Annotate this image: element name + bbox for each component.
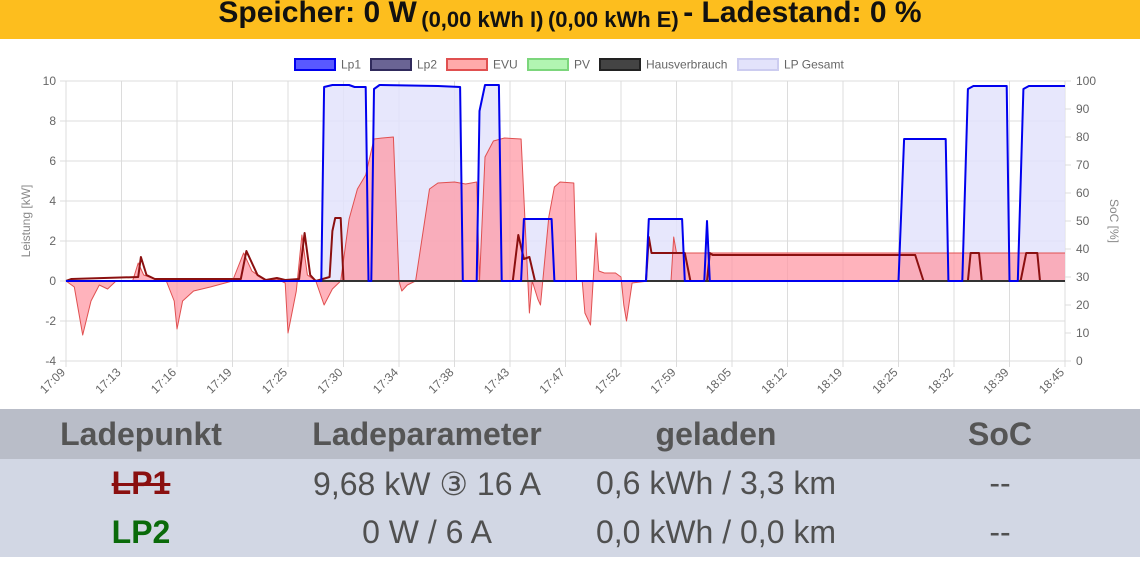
legend-label: Hausverbrauch <box>646 58 727 72</box>
chart-series <box>65 84 1065 336</box>
y-tick-label: 4 <box>49 194 56 208</box>
legend-label: Lp2 <box>417 58 437 72</box>
y2-tick-label: 80 <box>1076 130 1090 144</box>
y2-tick-label: 40 <box>1076 242 1090 256</box>
x-tick-label: 17:38 <box>425 365 456 396</box>
y2-tick-label: 30 <box>1076 270 1090 284</box>
x-tick-label: 17:16 <box>148 365 179 396</box>
x-tick-label: 17:47 <box>536 365 567 396</box>
legend-label: EVU <box>493 58 518 72</box>
storage-import: (0,00 kWh I) <box>421 6 544 32</box>
lp1-soc: -- <box>989 465 1011 501</box>
legend-item-lp1[interactable]: Lp1 <box>294 58 361 72</box>
x-tick-label: 17:52 <box>592 365 623 396</box>
storage-export: (0,00 kWh E) <box>547 6 679 32</box>
legend-label: PV <box>574 58 590 72</box>
lp1-charged: 0,6 kWh / 3,3 km <box>595 465 837 501</box>
lp2-charged: 0,0 kWh / 0,0 km <box>595 514 837 550</box>
legend-item-hausverbrauch[interactable]: Hausverbrauch <box>599 58 727 72</box>
x-tick-label: 17:43 <box>481 365 512 396</box>
series-area-evu <box>66 137 1065 335</box>
chart-legend: Lp1 Lp2 EVU PV Hausverbrauch LP Gesamt <box>294 58 844 72</box>
header-geladen: geladen <box>655 415 777 452</box>
legend-item-lp2[interactable]: Lp2 <box>370 58 437 72</box>
storage-power: Speicher: 0 W <box>218 0 417 29</box>
y2-tick-label: 100 <box>1076 74 1096 88</box>
legend-swatch <box>527 58 569 71</box>
y-tick-label: -4 <box>45 354 56 368</box>
y-tick-label: -2 <box>45 314 56 328</box>
x-tick-label: 18:45 <box>1036 365 1067 396</box>
lp1-param: 9,68 kW ③ 16 A <box>313 465 541 502</box>
legend-swatch <box>294 58 336 71</box>
legend-swatch <box>737 58 779 71</box>
storage-soc: - Ladestand: 0 % <box>683 0 922 29</box>
header-ladepunkt: Ladepunkt <box>60 415 222 452</box>
x-tick-label: 18:19 <box>814 365 845 396</box>
series-line-lp2 <box>65 217 1065 282</box>
x-tick-label: 17:13 <box>92 365 123 396</box>
table-header-row: Ladepunkt Ladeparameter geladen SoC <box>0 409 1140 459</box>
legend-swatch <box>599 58 641 71</box>
lp2-name-cell[interactable]: LP2 <box>0 508 282 557</box>
x-tick-label: 17:30 <box>314 365 345 396</box>
table-row-lp2: LP2 0 W / 6 A 0,0 kWh / 0,0 km -- <box>0 508 1140 557</box>
y2-tick-label: 60 <box>1076 186 1090 200</box>
y-axis-title: Leistung [kW] <box>19 185 33 258</box>
x-tick-label: 18:12 <box>758 365 789 396</box>
legend-swatch <box>446 58 488 71</box>
y2-axis-title: SoC [%] <box>1107 199 1121 243</box>
x-tick-label: 17:34 <box>370 365 401 396</box>
lp1-name[interactable]: LP1 <box>111 465 171 501</box>
legend-item-lp-gesamt[interactable]: LP Gesamt <box>737 58 844 72</box>
table-row-lp1: LP1 9,68 kW ③ 16 A 0,6 kWh / 3,3 km -- <box>0 459 1140 508</box>
header-ladeparameter: Ladeparameter <box>312 415 542 452</box>
y-tick-label: 6 <box>49 154 56 168</box>
y2-tick-label: 90 <box>1076 102 1090 116</box>
legend-item-pv[interactable]: PV <box>527 58 590 72</box>
legend-label: Lp1 <box>341 58 361 72</box>
series-line-lp1 <box>66 84 1065 282</box>
y2-tick-label: 70 <box>1076 158 1090 172</box>
y-tick-label: 8 <box>49 114 56 128</box>
y2-tick-label: 10 <box>1076 326 1090 340</box>
x-tick-label: 17:19 <box>203 365 234 396</box>
lp2-soc: -- <box>989 514 1011 550</box>
x-tick-label: 17:09 <box>37 365 68 396</box>
power-chart: Lp1 Lp2 EVU PV Hausverbrauch LP Gesamt 10 8 6 4 2… <box>0 39 1140 409</box>
lp2-param: 0 W / 6 A <box>362 514 492 550</box>
lp2-name[interactable]: LP2 <box>111 514 171 550</box>
x-tick-label: 17:25 <box>259 365 290 396</box>
header-soc: SoC <box>968 415 1032 452</box>
x-tick-label: 18:25 <box>869 365 900 396</box>
x-tick-label: 17:59 <box>647 365 678 396</box>
y-tick-label: 2 <box>49 234 56 248</box>
x-tick-label: 18:32 <box>925 365 956 396</box>
y2-tick-label: 20 <box>1076 298 1090 312</box>
power-chart-svg: Lp1 Lp2 EVU PV Hausverbrauch LP Gesamt 10 8 6 4 2… <box>19 58 1121 397</box>
x-tick-label: 18:39 <box>980 365 1011 396</box>
y2-tick-label: 0 <box>1076 354 1083 368</box>
storage-status-banner: Speicher: 0 W (0,00 kWh I) (0,00 kWh E) … <box>0 0 1140 39</box>
x-tick-label: 18:05 <box>703 365 734 396</box>
legend-label: LP Gesamt <box>784 58 844 72</box>
legend-swatch <box>370 58 412 71</box>
lp1-name-cell[interactable]: LP1 <box>0 459 282 508</box>
legend-item-evu[interactable]: EVU <box>446 58 518 72</box>
charge-points-table: Ladepunkt Ladeparameter geladen SoC LP1 … <box>0 409 1140 557</box>
y2-tick-label: 50 <box>1076 214 1090 228</box>
y-tick-label: 10 <box>43 74 57 88</box>
y-tick-label: 0 <box>49 274 56 288</box>
series-line-evu <box>65 136 1065 336</box>
